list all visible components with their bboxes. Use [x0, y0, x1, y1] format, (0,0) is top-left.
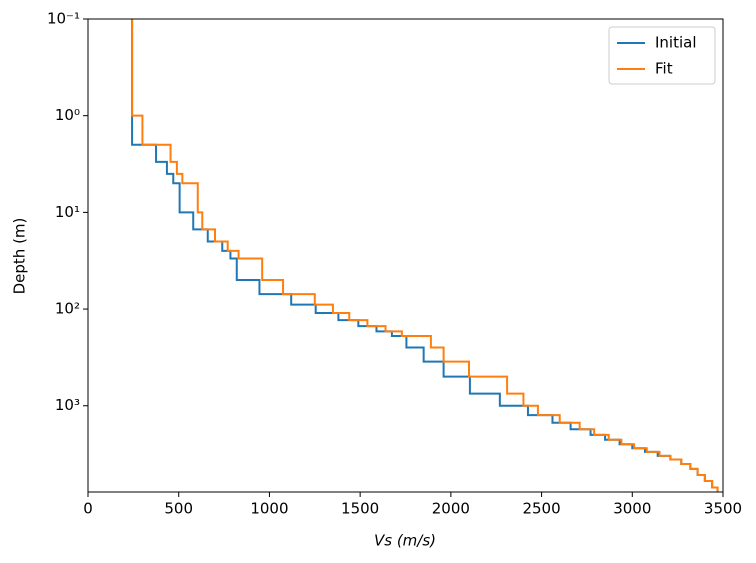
y-tick-label: 10⁰ — [55, 106, 80, 124]
x-tick-label: 3000 — [613, 500, 651, 518]
legend-label: Fit — [655, 60, 673, 78]
y-tick-label: 10³ — [55, 396, 80, 414]
x-tick-label: 1500 — [341, 500, 379, 518]
x-tick-label: 2500 — [522, 500, 560, 518]
x-tick-label: 3500 — [704, 500, 742, 518]
data-line — [131, 19, 719, 492]
plot-frame — [87, 18, 724, 493]
x-tick-label: 2000 — [432, 500, 470, 518]
x-tick-label: 0 — [83, 500, 93, 518]
x-axis-label: Vs (m/s) — [374, 532, 436, 550]
x-tick-label: 1000 — [250, 500, 288, 518]
x-tick-label: 500 — [164, 500, 193, 518]
y-tick-label: 10⁻¹ — [47, 10, 80, 28]
y-axis-label: Depth (m) — [11, 218, 29, 295]
legend-label: Initial — [655, 34, 697, 52]
y-tick-label: 10² — [55, 300, 80, 318]
data-line — [131, 19, 719, 492]
y-tick-label: 10¹ — [55, 203, 80, 221]
